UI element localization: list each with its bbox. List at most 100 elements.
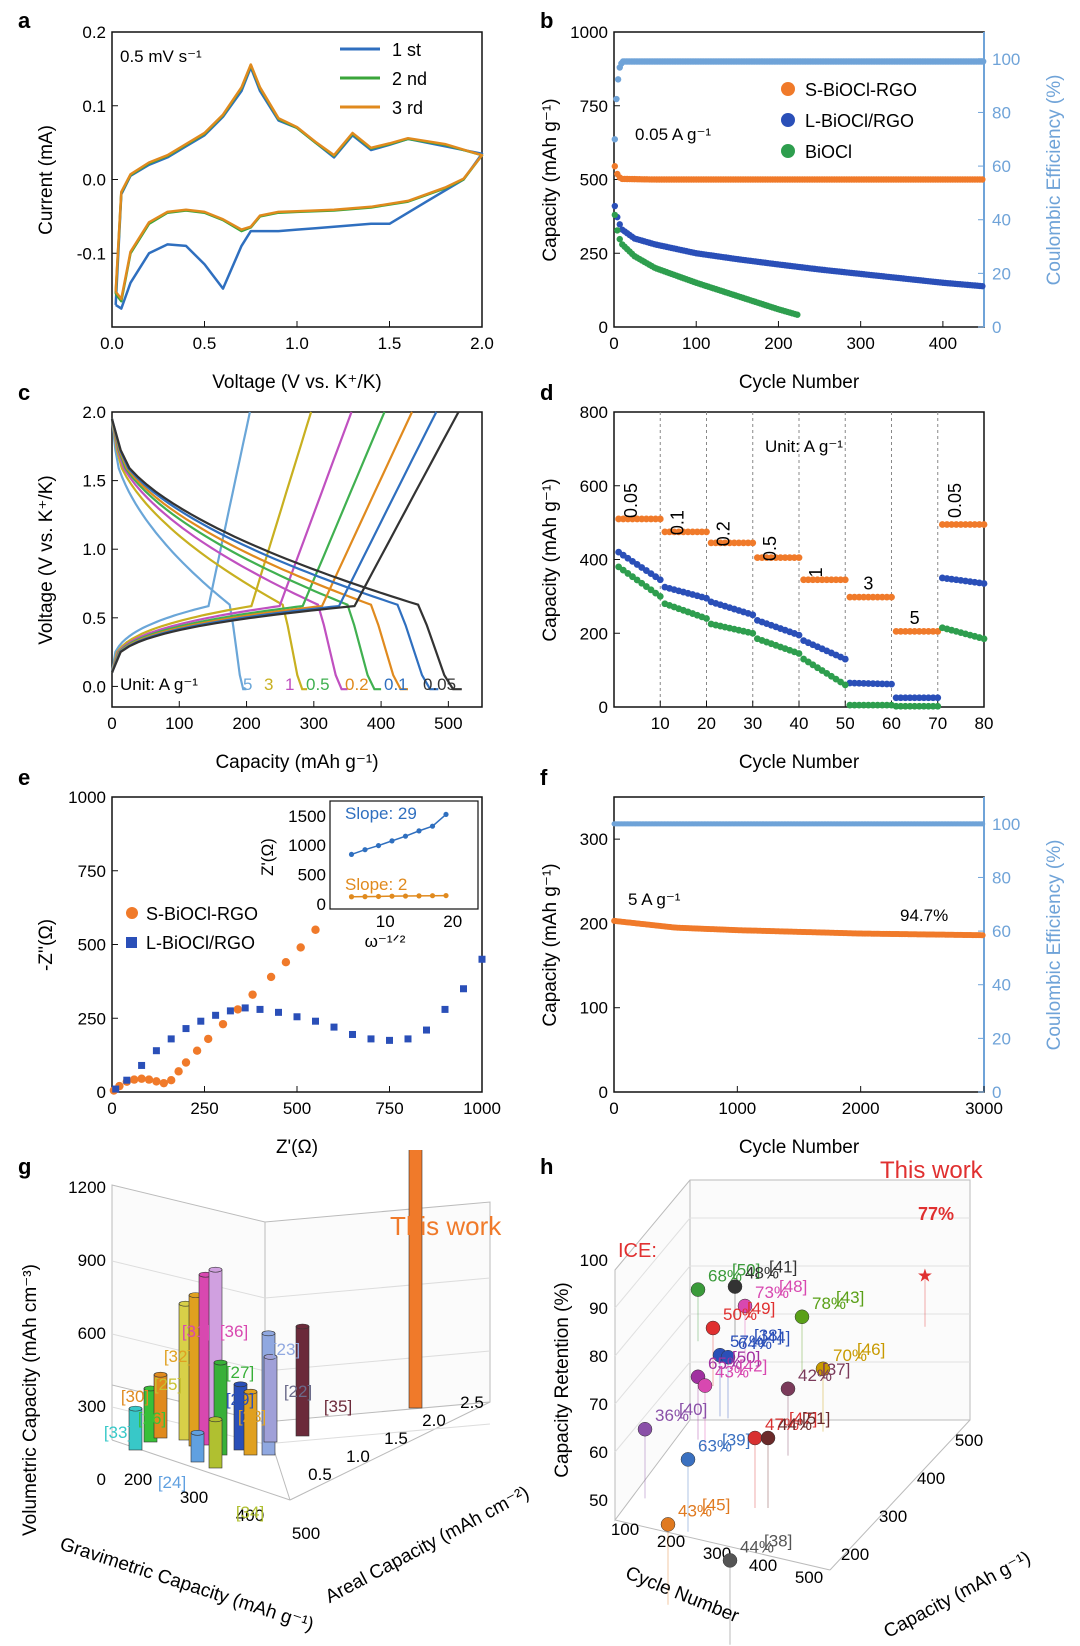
data-point-l-biocl-rgo	[112, 1085, 120, 1093]
rate-label: 0.1	[667, 510, 687, 535]
x-tick-label: 40	[790, 714, 809, 733]
data-point-s-biocl-rgo	[703, 528, 710, 536]
z-tick-label: 900	[78, 1251, 106, 1270]
data-point-l-biocl-rgo	[795, 631, 803, 639]
bar-cap	[295, 1323, 310, 1330]
x-tick-label: 200	[124, 1470, 152, 1489]
data-point-l-biocl-rgo	[330, 1023, 338, 1031]
bar-label: [33]	[104, 1423, 132, 1442]
data-point-l-biocl-rgo	[138, 1061, 146, 1069]
data-point-s-biocl-rgo	[281, 958, 291, 967]
plot-frame	[111, 411, 483, 708]
data-point-ice	[680, 1452, 696, 1467]
z-tick-label: 600	[78, 1324, 106, 1343]
rate-label: 0.2	[714, 521, 734, 546]
x-tick-label: 500	[795, 1568, 823, 1587]
x-tick-label: 500	[283, 1099, 311, 1118]
data-point-biocl	[934, 702, 942, 710]
z-tick-label: 70	[589, 1395, 608, 1414]
inset-y-label: Z'(Ω)	[258, 838, 277, 876]
x-tick-label: 0.5	[193, 334, 217, 353]
unit-label: Unit: A g⁻¹	[765, 437, 843, 456]
x-tick-label: 250	[190, 1099, 218, 1118]
data-point-ice	[705, 1320, 721, 1336]
inset-frame	[329, 800, 479, 910]
inset-point-2	[443, 892, 449, 899]
y-tick-label: 2.0	[82, 403, 106, 422]
x-tick-label: 70	[928, 714, 947, 733]
y-tick-label: 1000	[570, 23, 608, 42]
rate-label: 1	[285, 675, 294, 694]
x-tick-label: 100	[165, 714, 193, 733]
x-tick-label: 1.0	[285, 334, 309, 353]
rate-label: 0.1	[384, 675, 408, 694]
y-tick-label: 200	[580, 624, 608, 643]
z-axis-label: Volumetric Capacity (mAh cm⁻³)	[20, 1264, 41, 1536]
rate-label: 0.05	[945, 483, 965, 518]
bar-label: [31]	[182, 1322, 210, 1341]
bar-label: [22]	[284, 1382, 312, 1401]
ice-ref: [46]	[857, 1340, 885, 1359]
legend-marker-biocl	[781, 144, 795, 158]
y2-axis-label: Coulombic Efficiency (%)	[1044, 75, 1065, 286]
y-tick-label: 1000	[68, 788, 106, 807]
y-tick-label: 500	[580, 171, 608, 190]
x-tick-label: 400	[367, 714, 395, 733]
inset-point-2	[429, 893, 436, 899]
y-tick-label: 1.5	[82, 472, 106, 491]
x-tick-label: 1000	[718, 1099, 756, 1118]
panel-label-h: h	[540, 1154, 553, 1179]
y-tick-label: 0.5	[308, 1465, 332, 1484]
z-axis-label: Capacity Retention (%)	[552, 1282, 573, 1477]
x-tick-label: 400	[236, 1506, 264, 1525]
bar-label: [27]	[226, 1363, 254, 1382]
data-point-s-biocl-rgo	[159, 1078, 168, 1088]
this-work-marker: ★	[917, 1265, 933, 1285]
data-point-l-biocl-rgo	[841, 655, 849, 663]
ice-ref: [44]	[762, 1328, 790, 1347]
cv-curve-2nd	[114, 63, 484, 303]
grid-line	[264, 1423, 491, 1445]
inset-slope-2: Slope: 2	[345, 875, 407, 894]
rate-label: 0.05	[621, 483, 641, 518]
ice-label: 57%	[730, 1332, 764, 1351]
rate-label: 0.05	[423, 675, 456, 694]
x-tick-label: 500	[292, 1524, 320, 1543]
charge-curve-5	[110, 411, 251, 673]
y-tick-label: 400	[917, 1469, 945, 1488]
x-tick-label: 200	[232, 714, 260, 733]
y-axis-label: Areal Capacity (mAh cm⁻²)	[322, 1482, 533, 1607]
inset-y-tick-label: 1000	[288, 836, 326, 855]
inset-point-1	[389, 838, 395, 844]
legend-label-s-biocl-rgo: S-BiOCl-RGO	[146, 904, 258, 924]
y2-tick-label: 0	[992, 1083, 1001, 1102]
rate-label: 0.5	[306, 675, 330, 694]
bar-cap	[190, 1429, 205, 1436]
data-point-s-biocl-rgo	[204, 1034, 213, 1044]
bar-label: [25]	[154, 1375, 182, 1394]
bar-cap	[208, 1416, 223, 1423]
inset-slope-1: Slope: 29	[345, 804, 417, 823]
data-point-l-biocl-rgo	[979, 282, 986, 290]
data-point-biocl	[795, 650, 803, 657]
legend-marker-l-biocl-rgo	[126, 937, 137, 948]
data-point-l-biocl-rgo	[241, 1004, 249, 1012]
panel-e: e 0 250 500 750 1000 0 250 500 750 1000 S-BiOCl-R…	[18, 765, 501, 1158]
y2-tick-label: 80	[992, 868, 1011, 887]
ice-ref: [48]	[779, 1277, 807, 1296]
ice-ref: [51]	[802, 1409, 830, 1428]
z-tick-label: 100	[580, 1251, 608, 1270]
data-point-ice	[720, 1349, 736, 1365]
y-tick-label: 2.0	[422, 1411, 446, 1430]
data-point-s-biocl-rgo	[152, 1077, 161, 1086]
data-point-s-biocl-rgo	[266, 972, 276, 982]
y-tick-label: 0.0	[82, 171, 106, 190]
rate-label: 5	[910, 608, 920, 628]
data-point-l-biocl-rgo	[441, 1005, 449, 1013]
y2-tick-label: 0	[992, 318, 1001, 337]
ice-label: 43%	[678, 1501, 712, 1520]
panel-label-b: b	[540, 8, 553, 33]
bar-label: [26]	[138, 1409, 166, 1428]
rate-label: 0.5	[760, 536, 780, 561]
